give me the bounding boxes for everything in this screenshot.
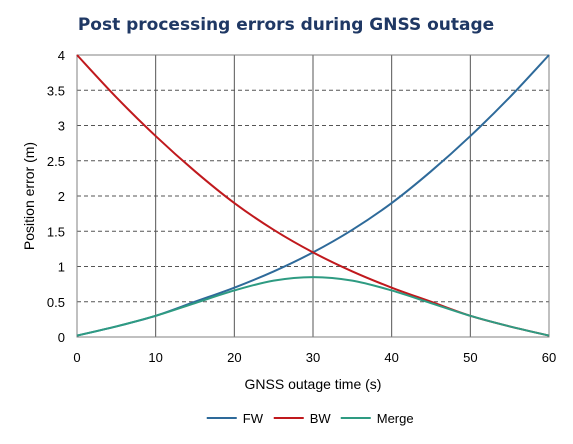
- chart-title: Post processing errors during GNSS outag…: [78, 15, 494, 35]
- tick-labels: 0 10 20 30 40 50 60 0 0.5 1 1.5 2 2.5 3 3.5 4: [47, 48, 556, 365]
- x-axis-label: GNSS outage time (s): [245, 376, 382, 392]
- grid: [77, 55, 549, 337]
- y-tick-label: 0.5: [47, 295, 65, 310]
- legend-label-bw: BW: [310, 411, 332, 426]
- plot-area-border: [76, 54, 550, 338]
- y-tick-label: 2.5: [47, 154, 65, 169]
- y-tick-label: 1: [58, 260, 65, 275]
- y-axis-label: Position error (m): [21, 142, 37, 250]
- x-tick-label: 10: [148, 350, 162, 365]
- y-tick-label: 3.5: [47, 83, 65, 98]
- y-tick-label: 1.5: [47, 224, 65, 239]
- x-tick-label: 60: [542, 350, 556, 365]
- y-tick-label: 2: [58, 189, 65, 204]
- series-line-merge: [76, 276, 550, 337]
- legend-label-merge: Merge: [377, 411, 414, 426]
- y-tick-label: 0: [58, 330, 65, 345]
- x-tick-label: 20: [227, 350, 241, 365]
- series-lines: [76, 54, 550, 337]
- legend-label-fw: FW: [243, 411, 264, 426]
- x-tick-label: 50: [463, 350, 477, 365]
- x-tick-label: 40: [384, 350, 398, 365]
- legend: FW BW Merge: [206, 411, 414, 426]
- x-tick-label: 30: [306, 350, 320, 365]
- y-tick-label: 4: [58, 48, 65, 63]
- y-tick-label: 3: [58, 119, 65, 134]
- x-tick-label: 0: [73, 350, 80, 365]
